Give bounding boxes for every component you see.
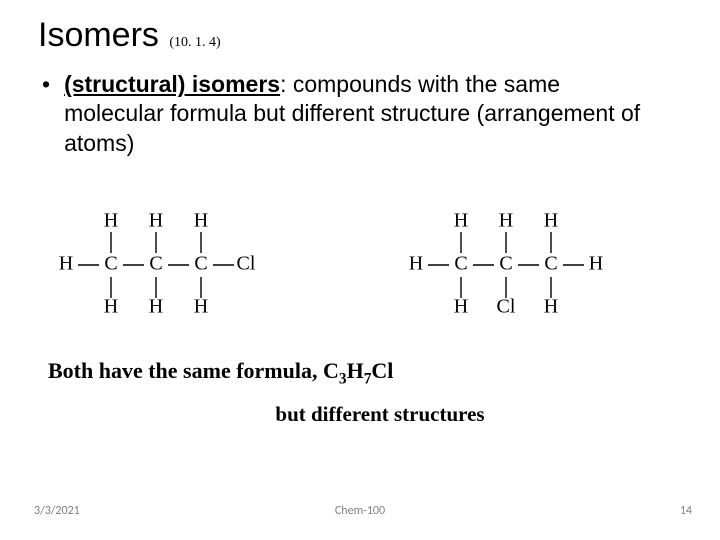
svg-text:H: H	[454, 210, 468, 232]
svg-text:H: H	[149, 296, 163, 318]
svg-text:H: H	[589, 253, 603, 275]
svg-text:C: C	[149, 253, 162, 275]
bullet-item: • (structural) isomers: compounds with t…	[40, 70, 660, 158]
svg-text:C: C	[454, 253, 467, 275]
svg-text:C: C	[499, 253, 512, 275]
caption-prefix: Both have the same formula, C	[48, 358, 339, 383]
caption-line-1: Both have the same formula, C3H7Cl	[48, 358, 672, 388]
svg-text:Cl: Cl	[497, 296, 516, 318]
svg-text:H: H	[104, 296, 118, 318]
svg-text:H: H	[499, 210, 513, 232]
svg-text:H: H	[104, 210, 118, 232]
bullet-marker: •	[42, 70, 50, 99]
svg-text:H: H	[194, 210, 208, 232]
bullet-term: (structural) isomers	[64, 71, 280, 97]
title-reference: (10. 1. 4)	[169, 35, 220, 50]
slide: Isomers (10. 1. 4) • (structural) isomer…	[0, 0, 720, 540]
caption-line-2: but different structures	[88, 402, 672, 427]
footer: 3/3/2021 Chem-100 14	[0, 504, 720, 524]
diagram-area: HHHHCCCClHHH HHHHCCCHHClH Both have the …	[48, 200, 672, 427]
svg-text:C: C	[194, 253, 207, 275]
bullet-block: • (structural) isomers: compounds with t…	[40, 70, 660, 158]
svg-text:H: H	[409, 253, 423, 275]
slide-title: Isomers	[38, 16, 159, 54]
svg-text:C: C	[104, 253, 117, 275]
svg-text:H: H	[194, 296, 208, 318]
molecule-right: HHHHCCCHHClH	[398, 200, 628, 330]
svg-text:C: C	[544, 253, 557, 275]
svg-text:H: H	[149, 210, 163, 232]
molecules-row: HHHHCCCClHHH HHHHCCCHHClH	[48, 200, 672, 330]
svg-text:H: H	[454, 296, 468, 318]
footer-center: Chem-100	[0, 504, 720, 518]
svg-text:H: H	[59, 253, 73, 275]
caption-mid: H	[347, 358, 364, 383]
svg-text:H: H	[544, 296, 558, 318]
svg-text:H: H	[544, 210, 558, 232]
molecule-left: HHHHCCCClHHH	[48, 200, 278, 330]
caption-suffix: Cl	[371, 358, 393, 383]
bullet-text: (structural) isomers: compounds with the…	[64, 70, 660, 158]
svg-text:Cl: Cl	[237, 253, 256, 275]
title-row: Isomers (10. 1. 4)	[38, 16, 221, 55]
footer-page: 14	[680, 504, 692, 518]
caption-sub1: 3	[339, 370, 347, 387]
